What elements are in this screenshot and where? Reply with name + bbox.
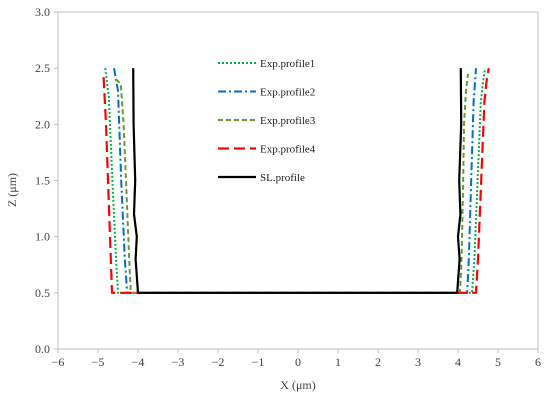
x-tick-label: 4 [455,355,461,369]
y-tick-label: 2.5 [35,61,50,75]
y-tick-label: 0.0 [35,342,50,356]
legend-label-3: Exp.profile3 [260,115,316,127]
x-tick-label: 6 [535,355,541,369]
y-tick-label: 2.0 [35,117,50,131]
axes-layer: −6 −5 −4 −3 −2 −1 0 1 2 3 4 5 6 0.0 0.5 1.0 1.5 2.0 2.5 3.0 [35,5,541,369]
x-tick-label: 2 [375,355,381,369]
x-tick-label: 3 [415,355,421,369]
x-tick-label: −1 [252,355,265,369]
x-tick-label: 5 [495,355,501,369]
series-line-1 [104,67,487,294]
legend-label-1: Exp.profile1 [260,58,315,70]
x-tick-label: −5 [92,355,105,369]
y-tick-label: 1.5 [35,174,50,188]
legend-label-5: SL.profile [260,172,305,184]
legend-label-4: Exp.profile4 [260,144,316,156]
y-tick-label: 3.0 [35,5,50,19]
x-axis-title: X (μm) [280,378,315,392]
x-tick-label: −6 [52,355,65,369]
series-line-5 [132,68,463,294]
legend: Exp.profile1 Exp.profile2 Exp.profile3 Exp.… [218,58,316,184]
x-tick-label: 1 [335,355,341,369]
y-tick-label: 0.5 [35,286,50,300]
x-tick-label: −3 [172,355,185,369]
x-tick-label: −2 [212,355,225,369]
series-layer [102,67,490,294]
x-tick-label: 0 [295,355,301,369]
y-axis-title: Z (μm) [5,173,19,207]
x-tick-label: −4 [132,355,145,369]
series-line-4 [102,67,490,294]
legend-label-2: Exp.profile2 [260,87,315,99]
y-tick-label: 1.0 [35,230,50,244]
